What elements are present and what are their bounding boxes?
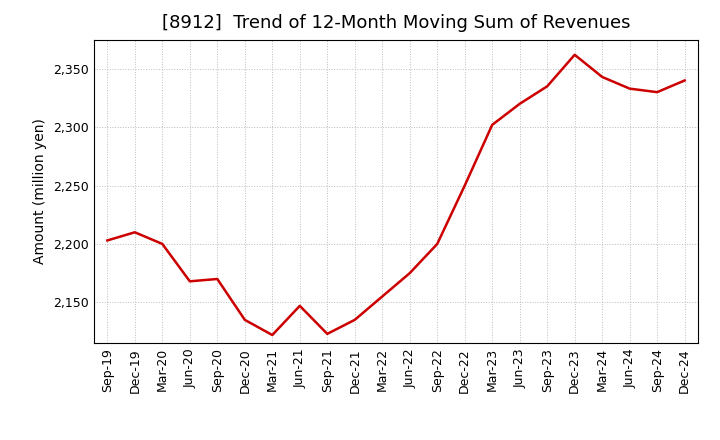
Y-axis label: Amount (million yen): Amount (million yen) bbox=[33, 118, 48, 264]
Title: [8912]  Trend of 12-Month Moving Sum of Revenues: [8912] Trend of 12-Month Moving Sum of R… bbox=[162, 15, 630, 33]
